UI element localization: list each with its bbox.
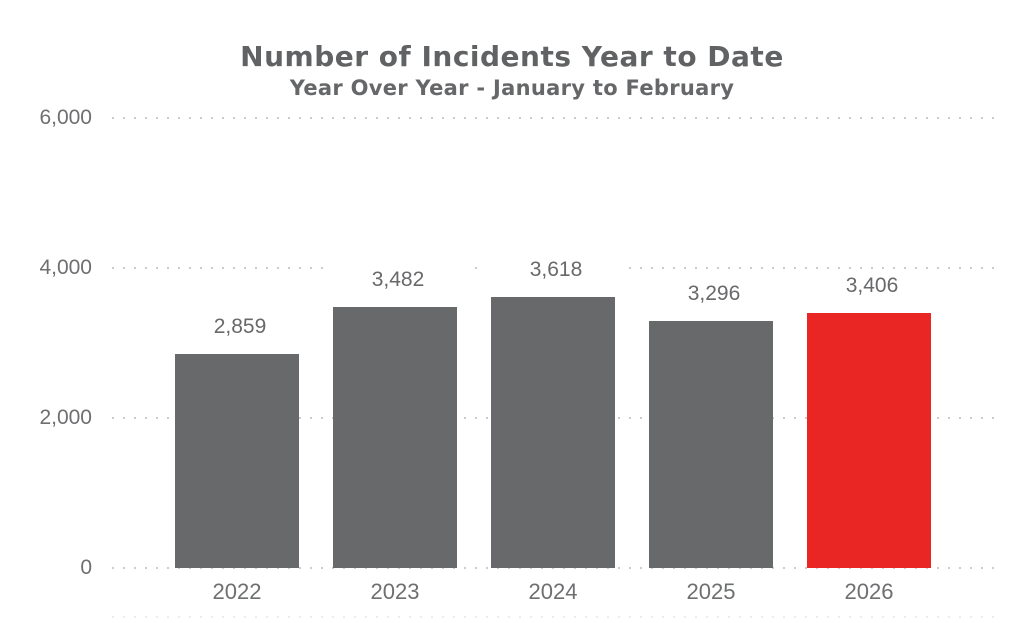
bar-value-label-2026: 3,406 xyxy=(799,272,945,299)
chart-subtitle: Year Over Year - January to February xyxy=(289,76,735,100)
x-tick-label-2023: 2023 xyxy=(370,579,420,604)
y-tick-label-2000: 2,000 xyxy=(39,406,92,429)
gridline-faint-bottom xyxy=(112,616,997,618)
x-tick-label-2024: 2024 xyxy=(528,579,578,604)
y-tick-label-4000: 4,000 xyxy=(39,256,92,279)
y-tick-label-6000: 6,000 xyxy=(39,106,92,129)
bar-2023 xyxy=(333,306,457,568)
gridline-6000 xyxy=(112,117,997,119)
bar-2022 xyxy=(175,353,299,568)
bar-value-label-2023: 3,482 xyxy=(325,266,471,293)
y-tick-label-0: 0 xyxy=(80,556,92,579)
bar-value-label-2022: 2,859 xyxy=(167,313,313,340)
bar-value-label-2024: 3,618 xyxy=(483,256,629,283)
gridline-0 xyxy=(112,567,997,569)
bar-2026 xyxy=(807,312,931,568)
bar-2024 xyxy=(491,296,615,568)
x-tick-label-2026: 2026 xyxy=(844,579,894,604)
chart-title: Number of Incidents Year to Date xyxy=(240,40,784,73)
bar-value-label-2025: 3,296 xyxy=(641,280,787,307)
x-tick-label-2022: 2022 xyxy=(212,579,262,604)
x-tick-label-2025: 2025 xyxy=(686,579,736,604)
bar-2025 xyxy=(649,320,773,568)
